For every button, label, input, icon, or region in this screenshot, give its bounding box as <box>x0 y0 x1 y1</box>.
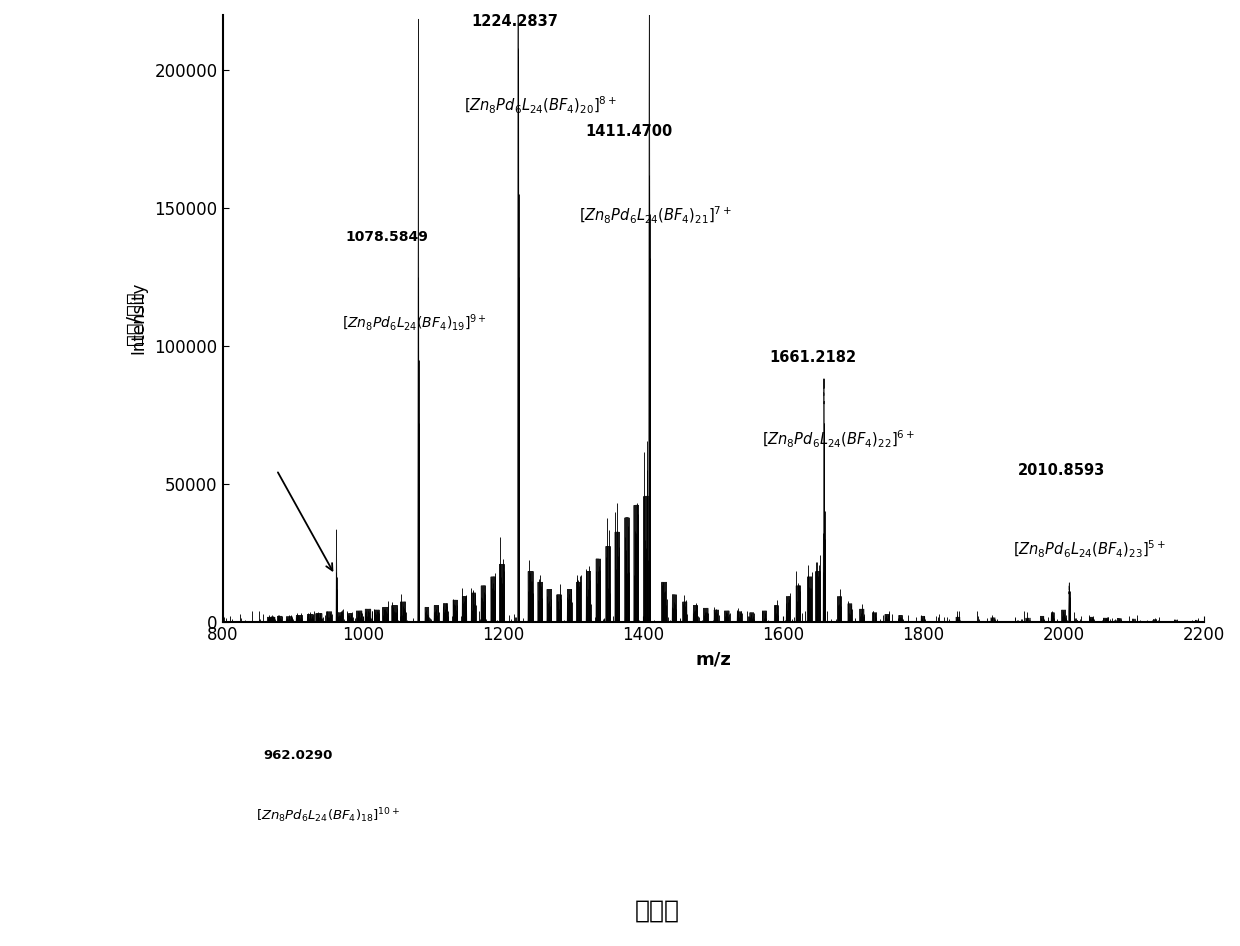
Text: 2010.8593: 2010.8593 <box>1018 464 1105 479</box>
Text: 强度/面积: 强度/面积 <box>125 291 144 345</box>
Text: $[Zn_8Pd_6L_{24}(BF_4)_{18}]^{10+}$: $[Zn_8Pd_6L_{24}(BF_4)_{18}]^{10+}$ <box>257 806 401 825</box>
X-axis label: m/z: m/z <box>696 650 732 668</box>
Text: $[Zn_8Pd_6L_{24}(BF_4)_{21}]^{7+}$: $[Zn_8Pd_6L_{24}(BF_4)_{21}]^{7+}$ <box>579 205 732 226</box>
Text: $[Zn_8Pd_6L_{24}(BF_4)_{22}]^{6+}$: $[Zn_8Pd_6L_{24}(BF_4)_{22}]^{6+}$ <box>763 429 915 449</box>
Text: 1078.5849: 1078.5849 <box>345 230 428 244</box>
Y-axis label: Intensity: Intensity <box>130 282 148 355</box>
Text: 1224.2837: 1224.2837 <box>471 14 558 28</box>
Text: 1661.2182: 1661.2182 <box>769 350 857 365</box>
Text: 质荷比: 质荷比 <box>635 899 680 922</box>
Text: $[Zn_8Pd_6L_{24}(BF_4)_{23}]^{5+}$: $[Zn_8Pd_6L_{24}(BF_4)_{23}]^{5+}$ <box>1013 539 1167 560</box>
Text: $[Zn_8Pd_6L_{24}(BF_4)_{19}]^{9+}$: $[Zn_8Pd_6L_{24}(BF_4)_{19}]^{9+}$ <box>342 313 487 333</box>
Text: 962.0290: 962.0290 <box>263 749 332 762</box>
Text: 1411.4700: 1411.4700 <box>585 124 673 139</box>
Text: $[Zn_8Pd_6L_{24}(BF_4)_{20}]^{8+}$: $[Zn_8Pd_6L_{24}(BF_4)_{20}]^{8+}$ <box>465 95 618 116</box>
